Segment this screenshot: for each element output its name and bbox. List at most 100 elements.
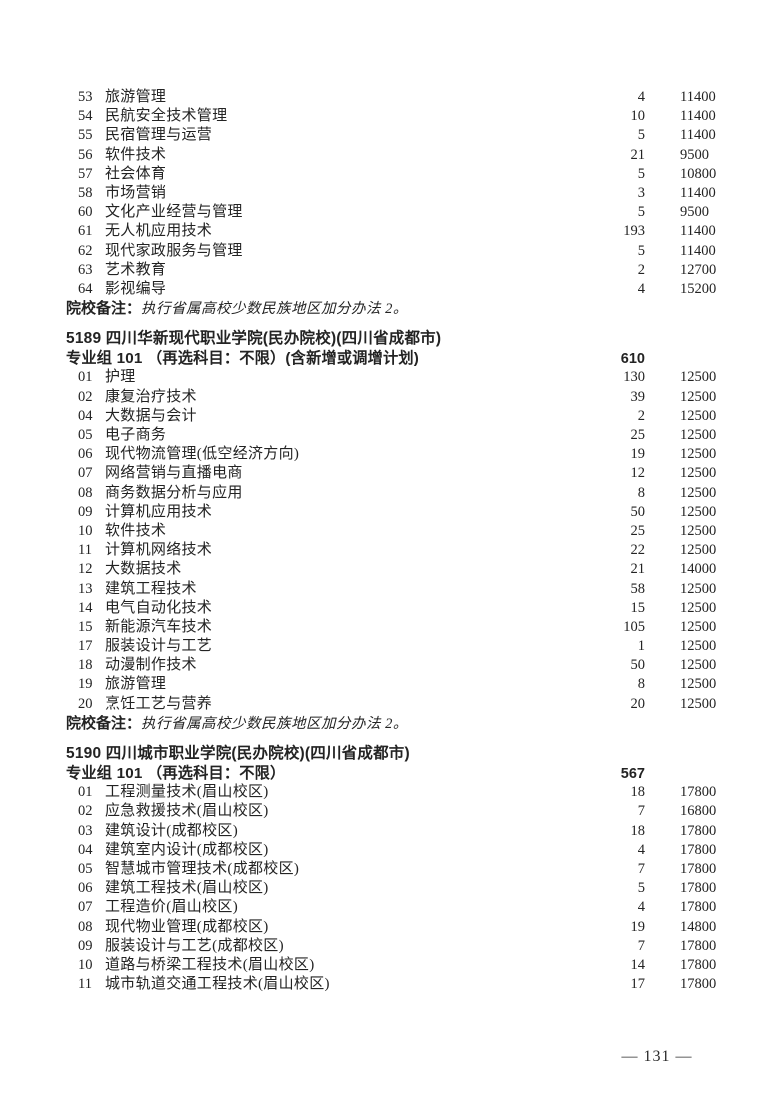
program-number: 11	[78, 542, 92, 559]
program-name: 工程测量技术(眉山校区)	[105, 784, 269, 801]
program-fee: 17800	[680, 784, 717, 801]
program-number: 02	[78, 388, 93, 405]
program-row: 07 网络营销与直播电商 12 12500	[66, 464, 720, 483]
program-number: 06	[78, 880, 93, 897]
program-number: 64	[78, 280, 93, 297]
program-quota: 18	[630, 822, 646, 839]
program-name: 软件技术	[105, 522, 167, 539]
program-name: 市场营销	[105, 184, 167, 201]
program-fee: 12500	[680, 427, 717, 443]
program-number: 62	[78, 242, 93, 259]
program-row: 08 现代物业管理(成都校区) 19 14800	[66, 918, 720, 937]
program-name: 工程造价(眉山校区)	[105, 899, 238, 916]
program-number: 03	[78, 822, 93, 839]
program-name: 现代物业管理(成都校区)	[105, 918, 269, 935]
program-number: 13	[78, 580, 93, 597]
program-fee: 11400	[680, 89, 716, 105]
program-fee: 11400	[680, 184, 716, 201]
program-quota: 21	[630, 146, 646, 163]
program-number: 14	[78, 599, 93, 616]
program-number: 55	[78, 127, 93, 144]
remark-text: 执行省属高校少数民族地区加分办法 2。	[141, 715, 408, 732]
program-row: 04 建筑室内设计(成都校区) 4 17800	[66, 841, 720, 860]
program-name: 影视编导	[105, 280, 167, 297]
program-number: 61	[78, 223, 93, 240]
program-row: 06 现代物流管理(低空经济方向) 19 12500	[66, 445, 720, 464]
program-number: 04	[78, 841, 93, 858]
program-row: 14 电气自动化技术 15 12500	[66, 599, 720, 618]
program-quota: 4	[637, 899, 645, 916]
program-row: 05 智慧城市管理技术(成都校区) 7 17800	[66, 860, 720, 879]
program-row: 09 计算机应用技术 50 12500	[66, 503, 720, 522]
school-remark: 院校备注：执行省属高校少数民族地区加分办法 2。	[66, 714, 720, 733]
program-name: 大数据技术	[105, 561, 182, 578]
program-fee: 15200	[680, 280, 717, 297]
program-number: 12	[78, 561, 93, 578]
program-number: 01	[78, 784, 93, 801]
program-name: 无人机应用技术	[105, 223, 213, 240]
program-fee: 9500	[680, 204, 709, 221]
program-quota: 4	[637, 89, 645, 105]
program-fee: 17800	[680, 822, 717, 839]
group-header-label: 专业组 101 （再选科目：不限）	[66, 765, 286, 782]
program-row: 01 护理 130 12500	[66, 368, 720, 387]
program-quota: 21	[630, 561, 646, 578]
program-row: 11 城市轨道交通工程技术(眉山校区) 17 17800	[66, 975, 720, 994]
program-quota: 7	[637, 860, 645, 877]
program-fee: 16800	[680, 803, 717, 820]
program-row: 54 民航安全技术管理 10 11400	[66, 107, 720, 126]
program-quota: 5	[637, 127, 645, 144]
program-quota: 8	[637, 484, 645, 501]
program-row: 58 市场营销 3 11400	[66, 184, 720, 203]
program-quota: 20	[630, 695, 646, 712]
program-name: 动漫制作技术	[105, 657, 197, 674]
program-name: 烹饪工艺与营养	[105, 695, 213, 712]
program-number: 18	[78, 657, 93, 674]
program-quota: 14	[630, 956, 646, 973]
program-quota: 19	[630, 446, 646, 463]
program-number: 53	[78, 89, 93, 105]
program-name: 现代家政服务与管理	[105, 242, 243, 259]
program-row: 55 民宿管理与运营 5 11400	[66, 126, 720, 145]
program-name: 电子商务	[105, 427, 167, 443]
program-row: 53 旅游管理 4 11400	[66, 88, 720, 107]
program-name: 城市轨道交通工程技术(眉山校区)	[105, 976, 330, 993]
program-quota: 18	[630, 784, 646, 801]
school-header: 5189 四川华新现代职业学院(民办院校)(四川省成都市)	[66, 330, 442, 348]
program-number: 57	[78, 165, 93, 182]
program-number: 06	[78, 446, 93, 463]
program-quota: 130	[623, 369, 645, 386]
program-quota: 4	[637, 841, 645, 858]
program-row: 57 社会体育 5 10800	[66, 165, 720, 184]
remark-label: 院校备注：	[66, 714, 142, 732]
school-section: 53 旅游管理 4 11400 54 民航安全技术管理 10 11400 55 民宿管理与运营 5 1…	[66, 88, 720, 318]
program-fee: 12500	[680, 407, 717, 424]
program-name: 艺术教育	[105, 261, 167, 278]
program-row: 10 道路与桥梁工程技术(眉山校区) 14 17800	[66, 956, 720, 975]
program-quota: 7	[637, 803, 645, 820]
program-number: 07	[78, 465, 93, 482]
program-name: 建筑工程技术(眉山校区)	[105, 880, 269, 897]
program-quota: 4	[637, 280, 645, 297]
group-header-row: 专业组 101 （再选科目：不限） 567	[66, 764, 720, 783]
program-fee: 11400	[680, 242, 716, 259]
program-fee: 17800	[680, 956, 717, 973]
program-number: 05	[78, 860, 93, 877]
program-fee: 11400	[680, 223, 716, 240]
program-number: 11	[78, 976, 92, 993]
program-fee: 14000	[680, 561, 717, 578]
program-row: 63 艺术教育 2 12700	[66, 261, 720, 280]
program-name: 护理	[105, 369, 136, 386]
program-name: 服装设计与工艺(成都校区)	[105, 937, 284, 954]
program-row: 56 软件技术 21 9500	[66, 146, 720, 165]
program-row: 18 动漫制作技术 50 12500	[66, 656, 720, 675]
program-fee: 17800	[680, 976, 717, 993]
remark-label: 院校备注：	[66, 300, 142, 318]
program-quota: 25	[630, 427, 646, 443]
program-row: 19 旅游管理 8 12500	[66, 675, 720, 694]
group-quota: 567	[620, 766, 645, 782]
program-fee: 12500	[680, 638, 717, 655]
program-name: 文化产业经营与管理	[105, 204, 243, 221]
program-number: 17	[78, 638, 93, 655]
